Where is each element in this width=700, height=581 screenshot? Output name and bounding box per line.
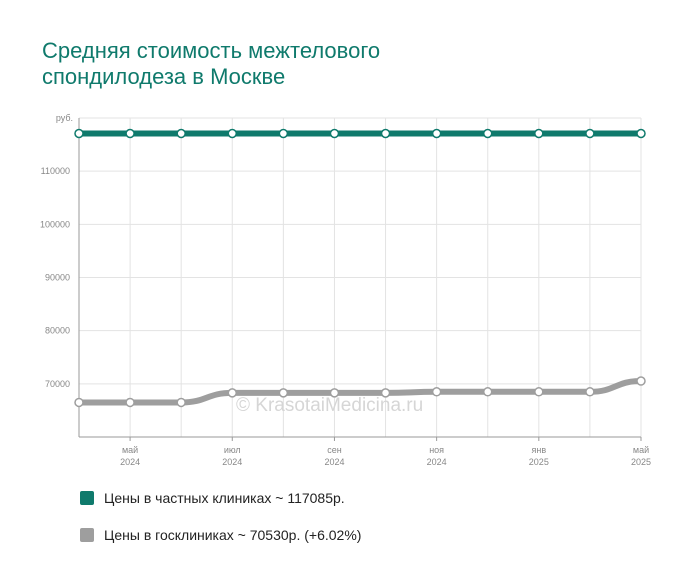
series-1-point <box>585 387 595 397</box>
series-1-point <box>227 388 238 398</box>
series-0-point <box>329 128 340 139</box>
x-tick-label-month: май <box>633 445 649 455</box>
y-tick-label: 100000 <box>40 219 70 229</box>
series-1-point <box>636 376 646 386</box>
legend-item-private[interactable]: Цены в частных клиниках ~ 117085р. <box>80 488 361 508</box>
series-0-point <box>278 128 289 139</box>
x-tick-label-year: 2024 <box>120 457 140 467</box>
x-tick-label-year: 2024 <box>324 457 344 467</box>
x-tick-label-month: янв <box>532 445 547 455</box>
series-1-point <box>534 387 544 397</box>
series-0-point <box>74 128 84 139</box>
series-0-point <box>636 128 646 139</box>
chart-title-line-2: спондилодеза в Москве <box>42 64 286 89</box>
series-0-point <box>534 128 544 139</box>
series-line-1 <box>76 378 644 406</box>
series-1-point <box>176 397 186 408</box>
series-0-point <box>125 128 135 139</box>
series-1-point <box>125 397 135 408</box>
series-0-point <box>482 128 493 139</box>
series-0-point <box>176 128 186 139</box>
y-tick-label: 70000 <box>45 379 70 389</box>
y-axis-unit-label: руб. <box>56 113 73 123</box>
watermark: © KrasotaiMedicina.ru <box>236 395 424 416</box>
x-tick-label-month: сен <box>327 445 342 455</box>
series-0-point <box>431 128 442 139</box>
y-tick-label: 90000 <box>45 273 70 283</box>
x-tick-label-year: 2024 <box>222 457 242 467</box>
series-1-point <box>431 387 442 397</box>
legend: Цены в частных клиниках ~ 117085р. Цены … <box>80 488 361 562</box>
legend-swatch-public <box>80 528 94 542</box>
series-1-point <box>74 397 84 408</box>
line-chart: 70000 80000 90000 100000 110000 руб. май 2024 ию… <box>40 113 651 467</box>
series-0-point <box>227 128 238 139</box>
chart-title-line-1: Средняя стоимость межтелового <box>42 38 381 63</box>
legend-item-public[interactable]: Цены в госклиниках ~ 70530р. (+6.02%) <box>80 525 361 545</box>
chart-title: Средняя стоимость межтелового спондилоде… <box>42 38 602 90</box>
x-tick-label-year: 2024 <box>427 457 447 467</box>
series-1-point <box>380 388 391 398</box>
series-0-point <box>585 128 595 139</box>
legend-label-public: Цены в госклиниках ~ 70530р. (+6.02%) <box>104 527 362 543</box>
x-tick-label-month: май <box>122 445 138 455</box>
series-1-point <box>278 388 289 398</box>
y-tick-label: 80000 <box>45 326 70 336</box>
series-1-point <box>329 388 340 398</box>
x-tick-label-year: 2025 <box>631 457 651 467</box>
series-0-point <box>380 128 391 139</box>
legend-swatch-private <box>80 491 94 505</box>
series-1-point <box>482 387 493 397</box>
legend-label-private: Цены в частных клиниках ~ 117085р. <box>104 490 345 506</box>
x-tick-label-month: ноя <box>429 445 444 455</box>
y-tick-label: 110000 <box>41 166 70 176</box>
x-tick-label-month: июл <box>224 445 241 455</box>
x-tick-label-year: 2025 <box>529 457 549 467</box>
